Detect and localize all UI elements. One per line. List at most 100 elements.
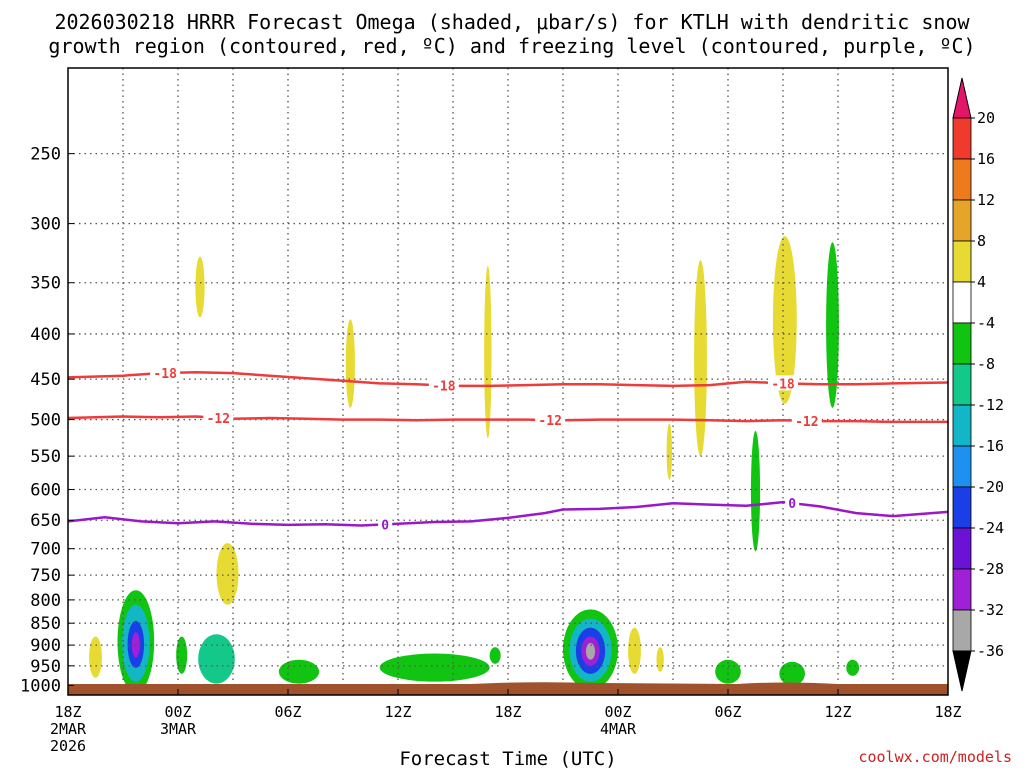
omega-neg-10 (846, 659, 860, 676)
colorbar-top-arrow (952, 77, 972, 119)
omega-pos-4-outer (694, 260, 707, 457)
y-tick-label-950: 950 (30, 657, 61, 677)
y-tick-label-800: 800 (30, 591, 61, 611)
y-tick-label-250: 250 (30, 145, 61, 165)
contour-label-freezing-level-1: 0 (381, 518, 389, 533)
colorbar-label-12: -32 (977, 601, 1004, 619)
colorbar-segment (952, 158, 972, 201)
omega-neg-6-outer (379, 653, 490, 682)
omega-neg-10-outer (846, 659, 860, 676)
omega-neg-5-outer (278, 659, 320, 684)
x-tick-label-30-0: 00Z (604, 703, 631, 721)
colorbar-segment (952, 445, 972, 488)
colorbar-label-8: -16 (977, 437, 1004, 455)
omega-pos-1-outer (195, 256, 205, 318)
omega-pos-3-outer (484, 265, 492, 439)
x-tick-label-6-0: 00Z (164, 703, 191, 721)
y-tick-label-900: 900 (30, 636, 61, 656)
omega-neg-12 (563, 609, 618, 690)
y-tick-label-550: 550 (30, 447, 61, 467)
y-tick-label-300: 300 (30, 215, 61, 235)
colorbar-segment (952, 199, 972, 242)
colorbar: 20 16 12 8 4 -4 -8 -12 -16 -20 -24 -28 -32 -36 (952, 77, 1004, 692)
colorbar-segment (952, 322, 972, 365)
omega-pos-2 (345, 319, 355, 408)
x-tick-label-36-0: 06Z (714, 703, 741, 721)
omega-pos-11-outer (656, 647, 664, 672)
y-tick-label-350: 350 (30, 274, 61, 294)
omega-neg-7 (489, 647, 501, 664)
omega-neg-4-outer (198, 634, 235, 684)
contour-label-bg (785, 495, 800, 511)
x-tick-label-6-1: 3MAR (160, 720, 197, 738)
colorbar-label-11: -28 (977, 560, 1004, 578)
omega-neg-9 (779, 661, 806, 686)
contour-label-dgz-bottom-2: -12 (538, 414, 561, 429)
colorbar-label-1: 16 (977, 150, 995, 168)
colorbar-segment (952, 609, 972, 652)
colorbar-bottom-arrow (952, 650, 972, 692)
contour-label-bg (428, 377, 459, 393)
x-tick-label-0-0: 18Z (54, 703, 81, 721)
x-tick-label-0-1: 2MAR (50, 720, 87, 738)
colorbar-label-10: -24 (977, 519, 1004, 537)
x-tick-label-30-1: 4MAR (600, 720, 637, 738)
colorbar-segment (952, 363, 972, 406)
omega-pos-6 (666, 423, 673, 480)
y-tick-label-500: 500 (30, 411, 61, 431)
colorbar-segment (952, 568, 972, 611)
y-tick-label-1000: 1000 (20, 677, 61, 697)
colorbar-label-5: -4 (977, 314, 995, 332)
omega-pos-7 (216, 543, 239, 605)
omega-pos-9 (89, 636, 102, 678)
omega-neg-3-outer (176, 636, 188, 674)
omega-neg-9-outer (779, 661, 806, 686)
omega-neg-11-core-3 (131, 632, 140, 658)
y-tick-label-400: 400 (30, 325, 61, 345)
omega-pos-2-outer (345, 319, 355, 408)
omega-pos-3 (484, 265, 492, 439)
colorbar-label-4: 4 (977, 273, 986, 291)
omega-neg-1-outer (750, 430, 761, 552)
omega-pos-6-outer (666, 423, 673, 480)
contour-freezing-level (68, 500, 948, 527)
omega-neg-6 (379, 653, 490, 682)
contour-label-bg (791, 412, 822, 428)
colorbar-segment (952, 527, 972, 570)
y-tick-label-450: 450 (30, 370, 61, 390)
y-tick-label-600: 600 (30, 481, 61, 501)
colorbar-label-2: 12 (977, 191, 995, 209)
contour-label-dgz-bottom-1: -12 (207, 412, 230, 427)
omega-pos-9-outer (89, 636, 102, 678)
colorbar-label-3: 8 (977, 232, 986, 250)
x-tick-label-24-0: 18Z (494, 703, 521, 721)
colorbar-label-9: -20 (977, 478, 1004, 496)
colorbar-label-7: -12 (977, 396, 1004, 414)
colorbar-segment (952, 404, 972, 447)
contour-label-bg (203, 409, 234, 425)
omega-pos-5-outer (772, 236, 797, 404)
omega-pos-4 (694, 260, 707, 457)
omega-neg-12-core-4 (585, 642, 596, 660)
contour-label-dgz-top-3: -18 (771, 377, 795, 392)
colorbar-segment (952, 240, 972, 283)
y-tick-label-850: 850 (30, 614, 61, 634)
contour-label-bg (378, 516, 393, 532)
colorbar-segment (952, 117, 972, 160)
x-tick-label-18-0: 12Z (384, 703, 411, 721)
contour-label-bg (535, 412, 566, 428)
colorbar-label-13: -36 (977, 642, 1004, 660)
omega-neg-3 (176, 636, 188, 674)
contour-label-dgz-top-2: -18 (432, 379, 456, 394)
omega-neg-7-outer (489, 647, 501, 664)
omega-neg-5 (278, 659, 320, 684)
x-tick-label-48-0: 18Z (934, 703, 961, 721)
contour-label-dgz-bottom-3: -12 (795, 415, 818, 430)
omega-pos-7-outer (216, 543, 239, 605)
chart-title-line-1: 2026030218 HRRR Forecast Omega (shaded, … (54, 10, 970, 34)
plot-area: -18 -18 -18 -12 -12 -12 0 0 250 300 350 400 450 500 55… (20, 67, 962, 755)
omega-neg-11 (117, 590, 155, 694)
contour-label-bg (150, 365, 181, 381)
colorbar-segment (952, 486, 972, 529)
